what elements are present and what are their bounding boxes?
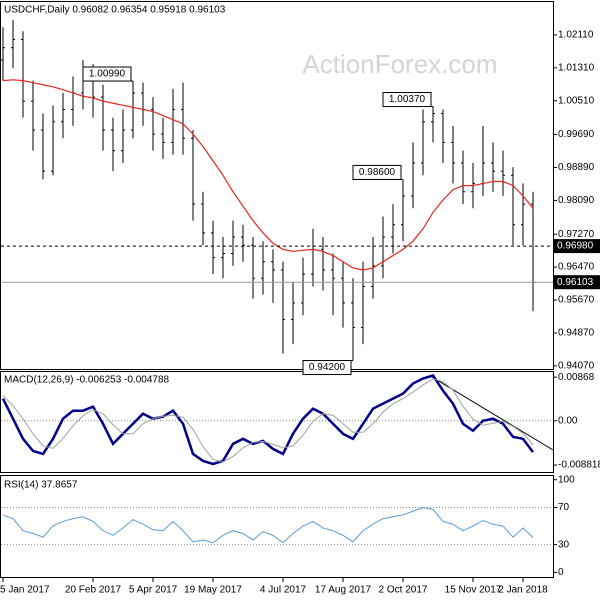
y-tick-label: 0.95670 — [558, 295, 595, 306]
moving-average — [2, 79, 534, 271]
x-tick-label: 5 Apr 2017 — [129, 585, 178, 596]
rsi-title: RSI(14) 37.8657 — [4, 480, 78, 491]
y-tick-label: 0.94070 — [558, 361, 595, 372]
y-tick-label: 0.00868 — [558, 372, 595, 383]
y-tick-label: 0.97270 — [558, 229, 595, 240]
x-tick-label: 15 Nov 2017 — [445, 585, 502, 596]
x-tick-label: 20 Feb 2017 — [65, 585, 122, 596]
annotation-box — [82, 66, 132, 82]
annotation-label: 1.00370 — [389, 94, 426, 105]
y-tick-label: 0.99690 — [558, 129, 595, 140]
y-tick-label: -0.008818 — [558, 460, 600, 471]
y-tick-label: 1.01310 — [558, 63, 595, 74]
x-tick-label: 5 Jan 2017 — [0, 585, 50, 596]
indicator-line — [2, 507, 534, 544]
x-tick-label: 19 May 2017 — [184, 585, 242, 596]
price-title: USDCHF,Daily 0.96082 0.96354 0.95918 0.9… — [4, 5, 226, 16]
x-tick-label: 17 Aug 2017 — [315, 585, 372, 596]
y-tick-label: 0.96470 — [558, 262, 595, 273]
watermark: ActionForex.com — [302, 49, 497, 79]
y-tick-label: 0.98090 — [558, 195, 595, 206]
macd-title: MACD(12,26,9) -0.006253 -0.004788 — [4, 375, 170, 386]
y-tick-label: 0.98890 — [558, 162, 595, 173]
annotation-label: 1.00990 — [89, 69, 126, 80]
annotation-box — [352, 164, 402, 180]
indicator-line — [2, 378, 534, 463]
price-label: 0.96103 — [557, 277, 594, 288]
annotation-box — [302, 360, 352, 376]
macd-panel — [0, 371, 554, 473]
y-tick-label: 1.02110 — [558, 30, 594, 41]
annotation-label: 0.94200 — [309, 362, 346, 373]
y-tick-label: 0.00 — [558, 415, 578, 426]
price-label-box — [553, 275, 600, 290]
rsi-panel — [0, 475, 554, 578]
annotation-box — [382, 92, 432, 108]
x-tick-label: 2 Oct 2017 — [379, 585, 428, 596]
y-tick-label: 70 — [558, 502, 570, 513]
price-panel — [0, 1, 554, 370]
y-tick-label: 30 — [558, 539, 570, 550]
y-tick-label: 100 — [558, 474, 575, 485]
y-tick-label: 1.00510 — [558, 95, 595, 106]
y-tick-label: 0.94870 — [558, 328, 595, 339]
x-tick-label: 4 Jul 2017 — [260, 585, 307, 596]
indicator-line — [1, 374, 534, 466]
price-label: 0.96980 — [557, 241, 594, 252]
x-tick-label: 2 Jan 2018 — [498, 585, 548, 596]
price-label-box — [553, 239, 600, 254]
annotation-label: 0.98600 — [359, 167, 396, 178]
y-tick-label: 0 — [558, 567, 564, 578]
